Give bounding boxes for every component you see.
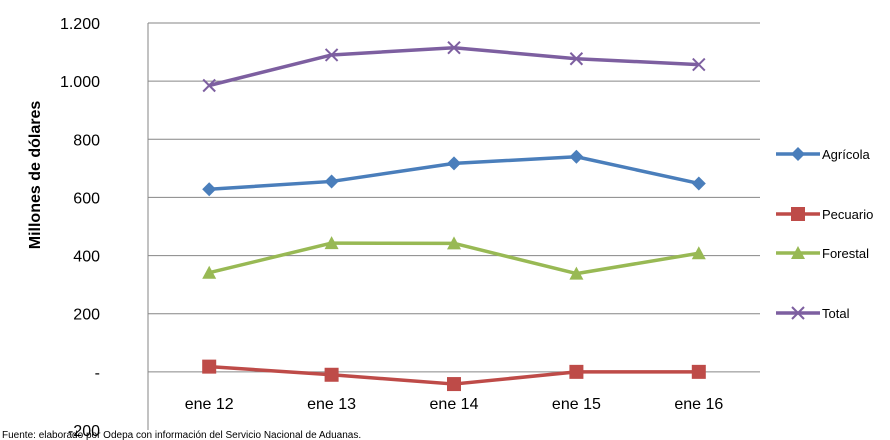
data-point-agricola bbox=[447, 156, 461, 171]
legend-item-pecuario: Pecuario bbox=[776, 207, 873, 222]
data-point-total bbox=[569, 52, 584, 66]
x-tick-label: ene 12 bbox=[185, 396, 234, 413]
y-tick-label: 200 bbox=[73, 307, 100, 324]
data-point-forestal bbox=[324, 236, 339, 250]
legend-item-agricola: Agrícola bbox=[776, 147, 870, 162]
marker-stroke bbox=[324, 48, 339, 62]
footnote: Fuente: elaborado por Odepa con informac… bbox=[2, 430, 361, 440]
y-tick-label: - bbox=[95, 365, 100, 382]
series-total bbox=[202, 41, 706, 93]
data-point-forestal bbox=[691, 246, 706, 260]
data-point-total bbox=[692, 57, 706, 72]
data-point-total bbox=[447, 41, 461, 55]
data-point-pecuario bbox=[569, 364, 584, 379]
y-tick-label: 1.000 bbox=[60, 74, 100, 91]
data-point-agricola bbox=[202, 182, 217, 197]
marker-stroke bbox=[447, 41, 461, 55]
legend-label-pecuario: Pecuario bbox=[822, 207, 873, 222]
marker-stroke bbox=[202, 78, 216, 93]
y-tick-label: 1.200 bbox=[60, 16, 100, 33]
marker-stroke bbox=[791, 306, 805, 320]
y-tick-label: -200 bbox=[68, 423, 100, 440]
series-line-total bbox=[208, 45, 699, 88]
data-point-agricola bbox=[569, 149, 584, 164]
x-tick-label: ene 14 bbox=[430, 396, 479, 413]
data-point-forestal bbox=[447, 236, 461, 250]
legend-marker-total bbox=[791, 306, 805, 320]
y-tick-label: 600 bbox=[73, 190, 100, 207]
legend-marker-agricola bbox=[791, 147, 805, 161]
legend-item-forestal: Forestal bbox=[776, 246, 869, 261]
x-tick-label: ene 15 bbox=[552, 396, 601, 413]
legend-label-agricola: Agrícola bbox=[822, 147, 870, 162]
legend-label-total: Total bbox=[822, 306, 850, 321]
legend: Agrícola Pecuario Forestal Total bbox=[776, 147, 873, 321]
legend-marker-pecuario bbox=[791, 207, 805, 221]
data-point-pecuario bbox=[447, 377, 461, 392]
x-tick-labels: ene 12 ene 13 ene 14 ene 15 ene 16 bbox=[185, 396, 724, 413]
legend-item-total: Total bbox=[776, 306, 850, 321]
legend-marker-forestal bbox=[791, 246, 805, 259]
legend-label-forestal: Forestal bbox=[822, 246, 869, 261]
series-forestal bbox=[202, 236, 706, 280]
data-point-pecuario bbox=[691, 364, 706, 379]
series-pecuario bbox=[202, 359, 706, 392]
data-point-forestal bbox=[202, 265, 217, 279]
data-point-forestal bbox=[569, 266, 584, 280]
y-tick-label: 400 bbox=[73, 249, 100, 266]
x-tick-label: ene 16 bbox=[674, 396, 723, 413]
y-axis-title: Millones de dólares bbox=[27, 101, 44, 250]
series-agricola bbox=[202, 149, 706, 197]
data-point-agricola bbox=[324, 174, 339, 189]
data-point-total bbox=[324, 48, 339, 62]
plot-series bbox=[202, 41, 706, 392]
y-tick-label: 800 bbox=[73, 132, 100, 149]
x-tick-label: ene 13 bbox=[307, 396, 356, 413]
marker-stroke bbox=[569, 52, 584, 66]
data-point-pecuario bbox=[324, 367, 339, 382]
gridlines bbox=[147, 22, 760, 430]
marker-stroke bbox=[692, 57, 706, 72]
data-point-pecuario bbox=[202, 359, 217, 374]
data-point-agricola bbox=[691, 176, 706, 191]
data-point-total bbox=[202, 78, 216, 93]
